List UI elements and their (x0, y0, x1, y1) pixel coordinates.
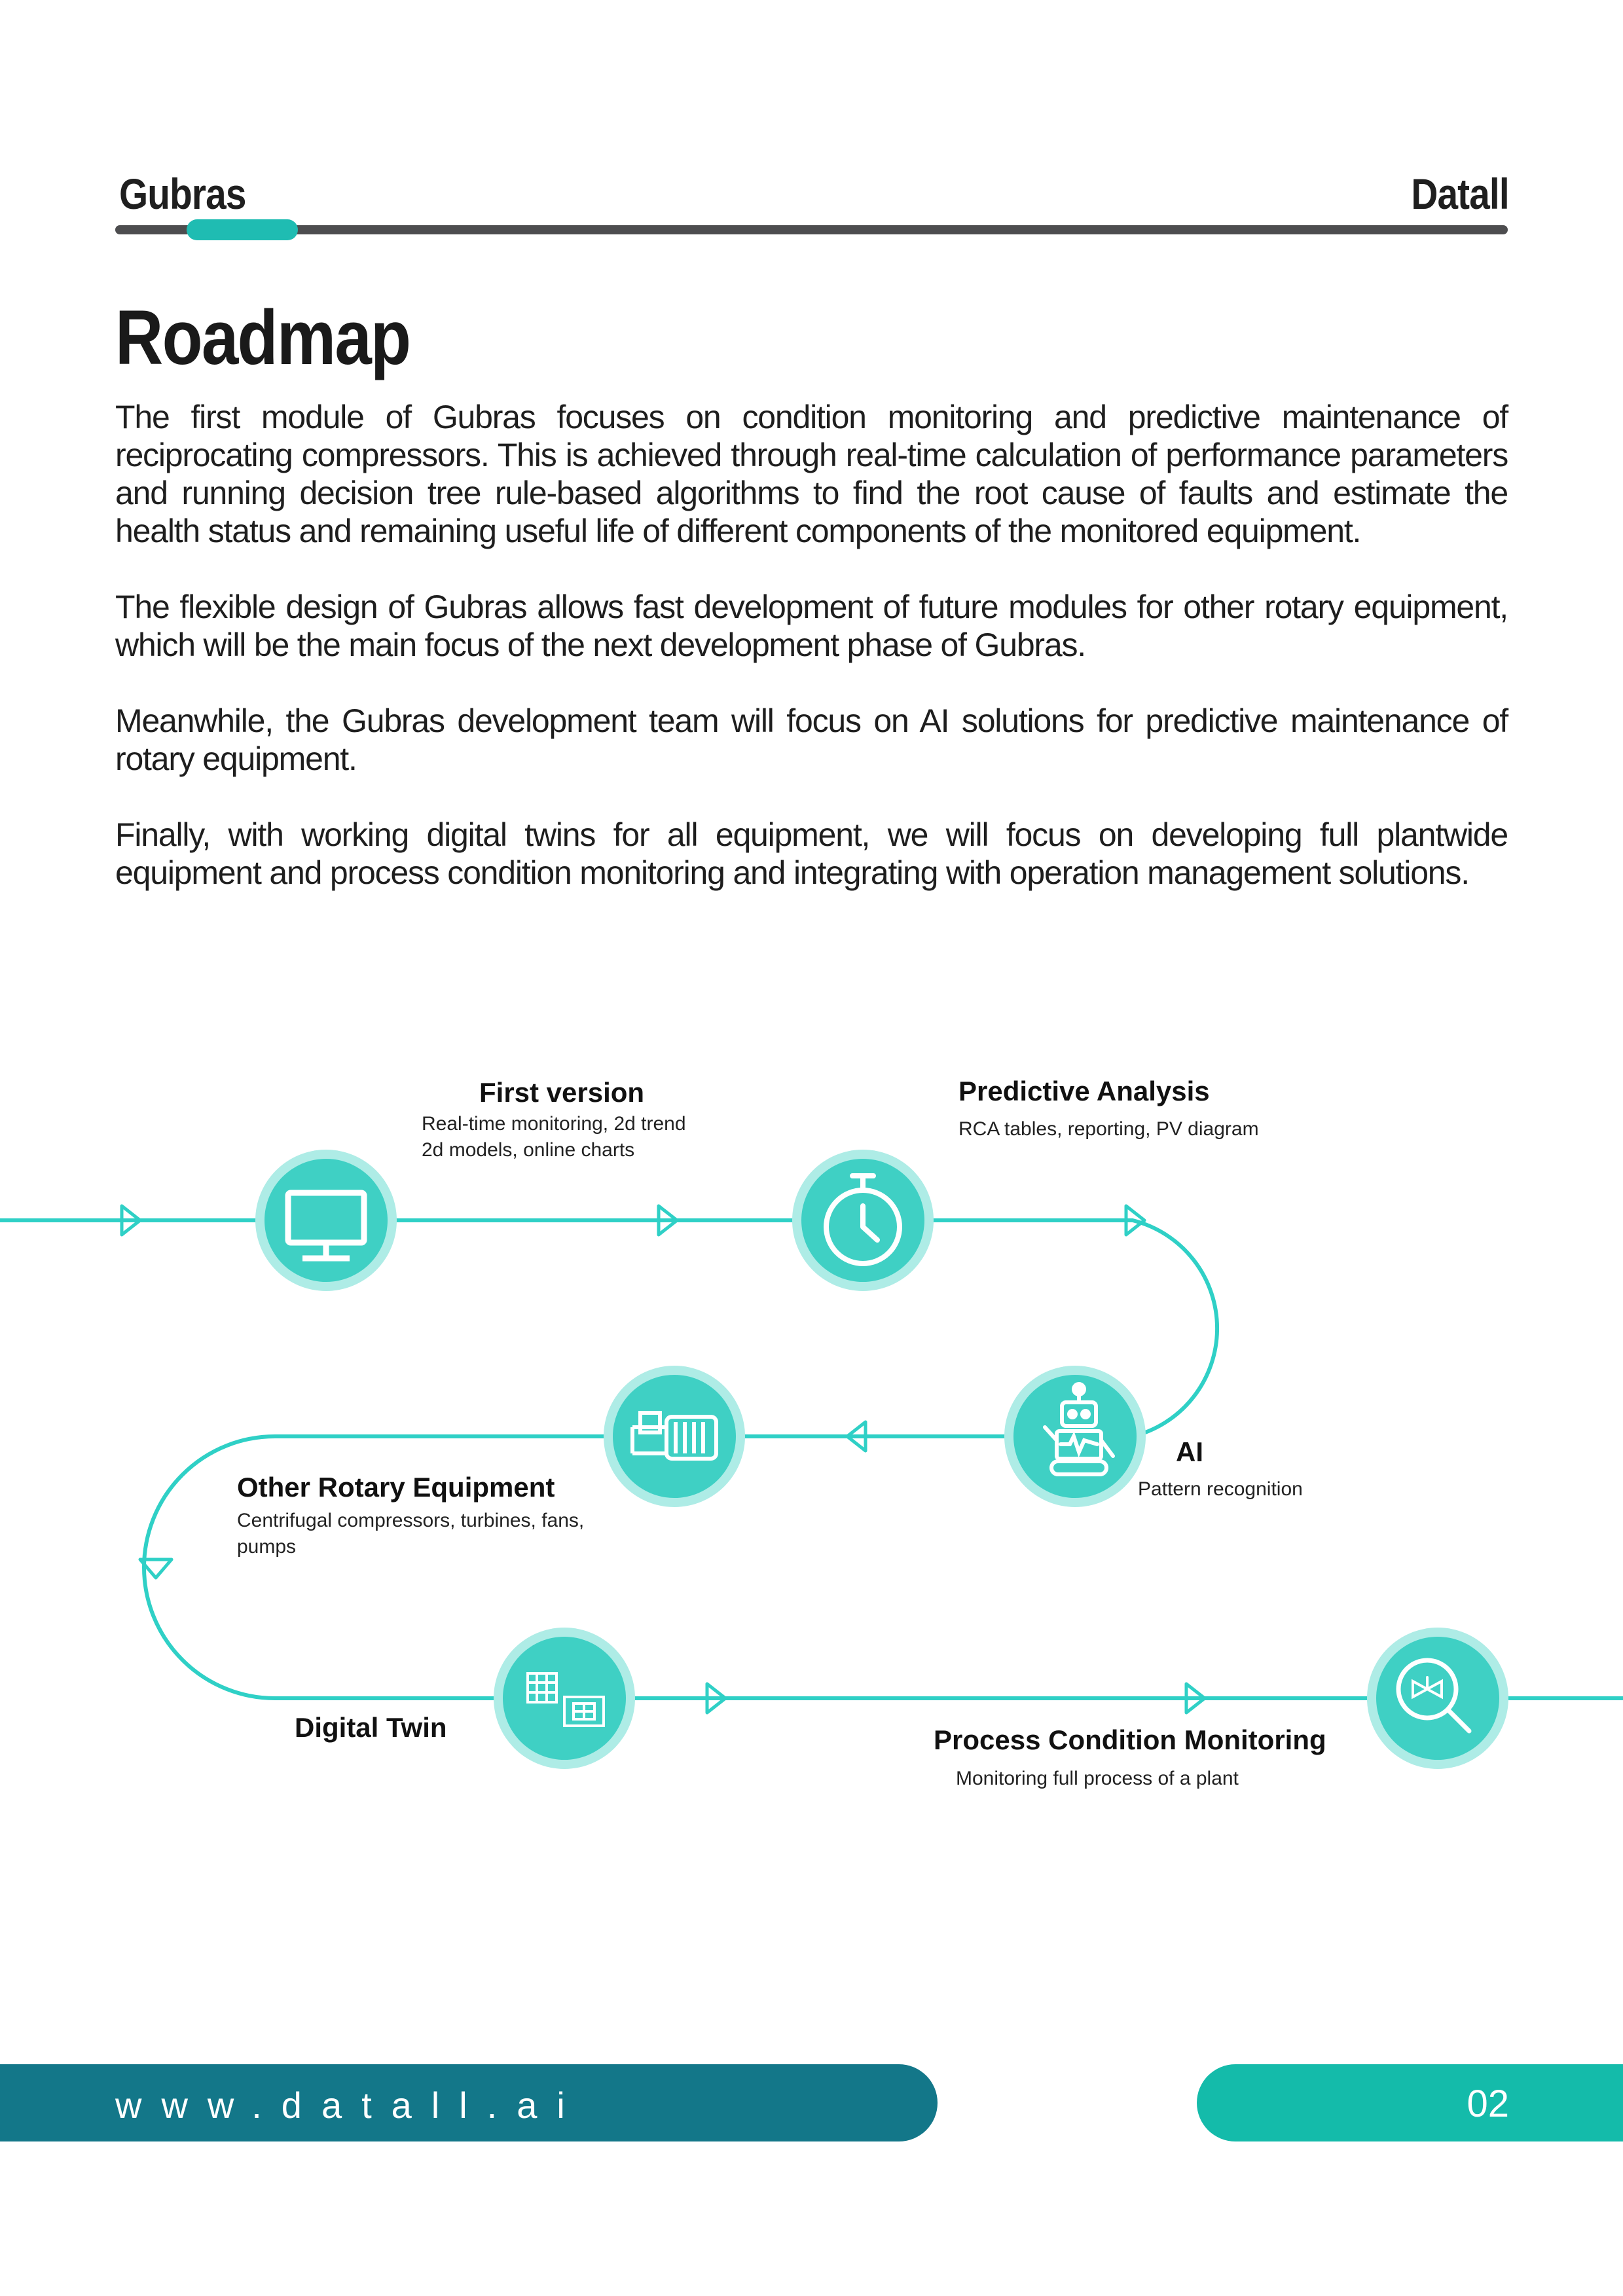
page-number: 02 (1467, 2083, 1509, 2125)
label-ai-title: AI (1176, 1436, 1203, 1467)
label-other-rotary-sub: pumps (237, 1536, 296, 1558)
label-digital-twin-title: Digital Twin (295, 1712, 447, 1743)
arrow-right-icon (1124, 1204, 1146, 1237)
label-first-version-sub: 2d models, online charts (422, 1139, 634, 1161)
label-process-title: Process Condition Monitoring (934, 1724, 1326, 1755)
arrow-right-icon (705, 1682, 727, 1715)
path-arrows (120, 1204, 1207, 1715)
paragraph: Meanwhile, the Gubras development team w… (115, 702, 1508, 777)
label-first-version-sub: Real-time monitoring, 2d trend (422, 1113, 686, 1135)
header-brand-left: Gubras (119, 170, 246, 218)
stopwatch-icon (824, 1173, 902, 1266)
body-text: The first module of Gubras focuses on co… (115, 398, 1508, 930)
arrow-down-icon (138, 1558, 173, 1580)
magnifier-valve-icon (1396, 1658, 1472, 1734)
node-other-rotary-equipment (604, 1366, 745, 1507)
footer-bar-right (1197, 2064, 1623, 2141)
header-rule-accent (187, 219, 298, 240)
roadmap-path (0, 1218, 1623, 1700)
monitor-icon (285, 1190, 367, 1262)
pump-icon (630, 1411, 718, 1461)
arrow-left-icon (845, 1420, 867, 1453)
footer-bar-left (0, 2064, 938, 2141)
node-predictive-analysis (792, 1150, 934, 1291)
node-first-version (255, 1150, 397, 1291)
node-ai (1004, 1366, 1146, 1507)
label-process-sub: Monitoring full process of a plant (956, 1768, 1239, 1789)
paragraph: The first module of Gubras focuses on co… (115, 399, 1508, 549)
arrow-right-icon (1184, 1682, 1207, 1715)
roadmap-diagram: First version Real-time monitoring, 2d t… (0, 1076, 1623, 1789)
label-predictive-sub: RCA tables, reporting, PV diagram (958, 1118, 1259, 1140)
label-predictive-title: Predictive Analysis (958, 1076, 1210, 1106)
header-brand-right: Datall (1411, 170, 1510, 218)
node-process-condition-monitoring (1367, 1628, 1508, 1769)
label-other-rotary-title: Other Rotary Equipment (237, 1472, 555, 1503)
robot-icon (1043, 1382, 1115, 1476)
label-first-version-title: First version (479, 1077, 644, 1108)
paragraph: The flexible design of Gubras allows fas… (115, 589, 1508, 663)
header-rule (115, 225, 1508, 234)
page-title: Roadmap (115, 295, 411, 381)
paragraph: Finally, with working digital twins for … (115, 816, 1508, 891)
node-digital-twin (494, 1628, 635, 1769)
footer-url[interactable]: www.datall.ai (115, 2085, 585, 2126)
arrow-right-icon (657, 1204, 679, 1237)
digital-twin-icon (526, 1672, 605, 1727)
arrow-right-icon (120, 1204, 142, 1237)
label-ai-sub: Pattern recognition (1138, 1478, 1303, 1500)
label-other-rotary-sub: Centrifugal compressors, turbines, fans, (237, 1510, 584, 1531)
